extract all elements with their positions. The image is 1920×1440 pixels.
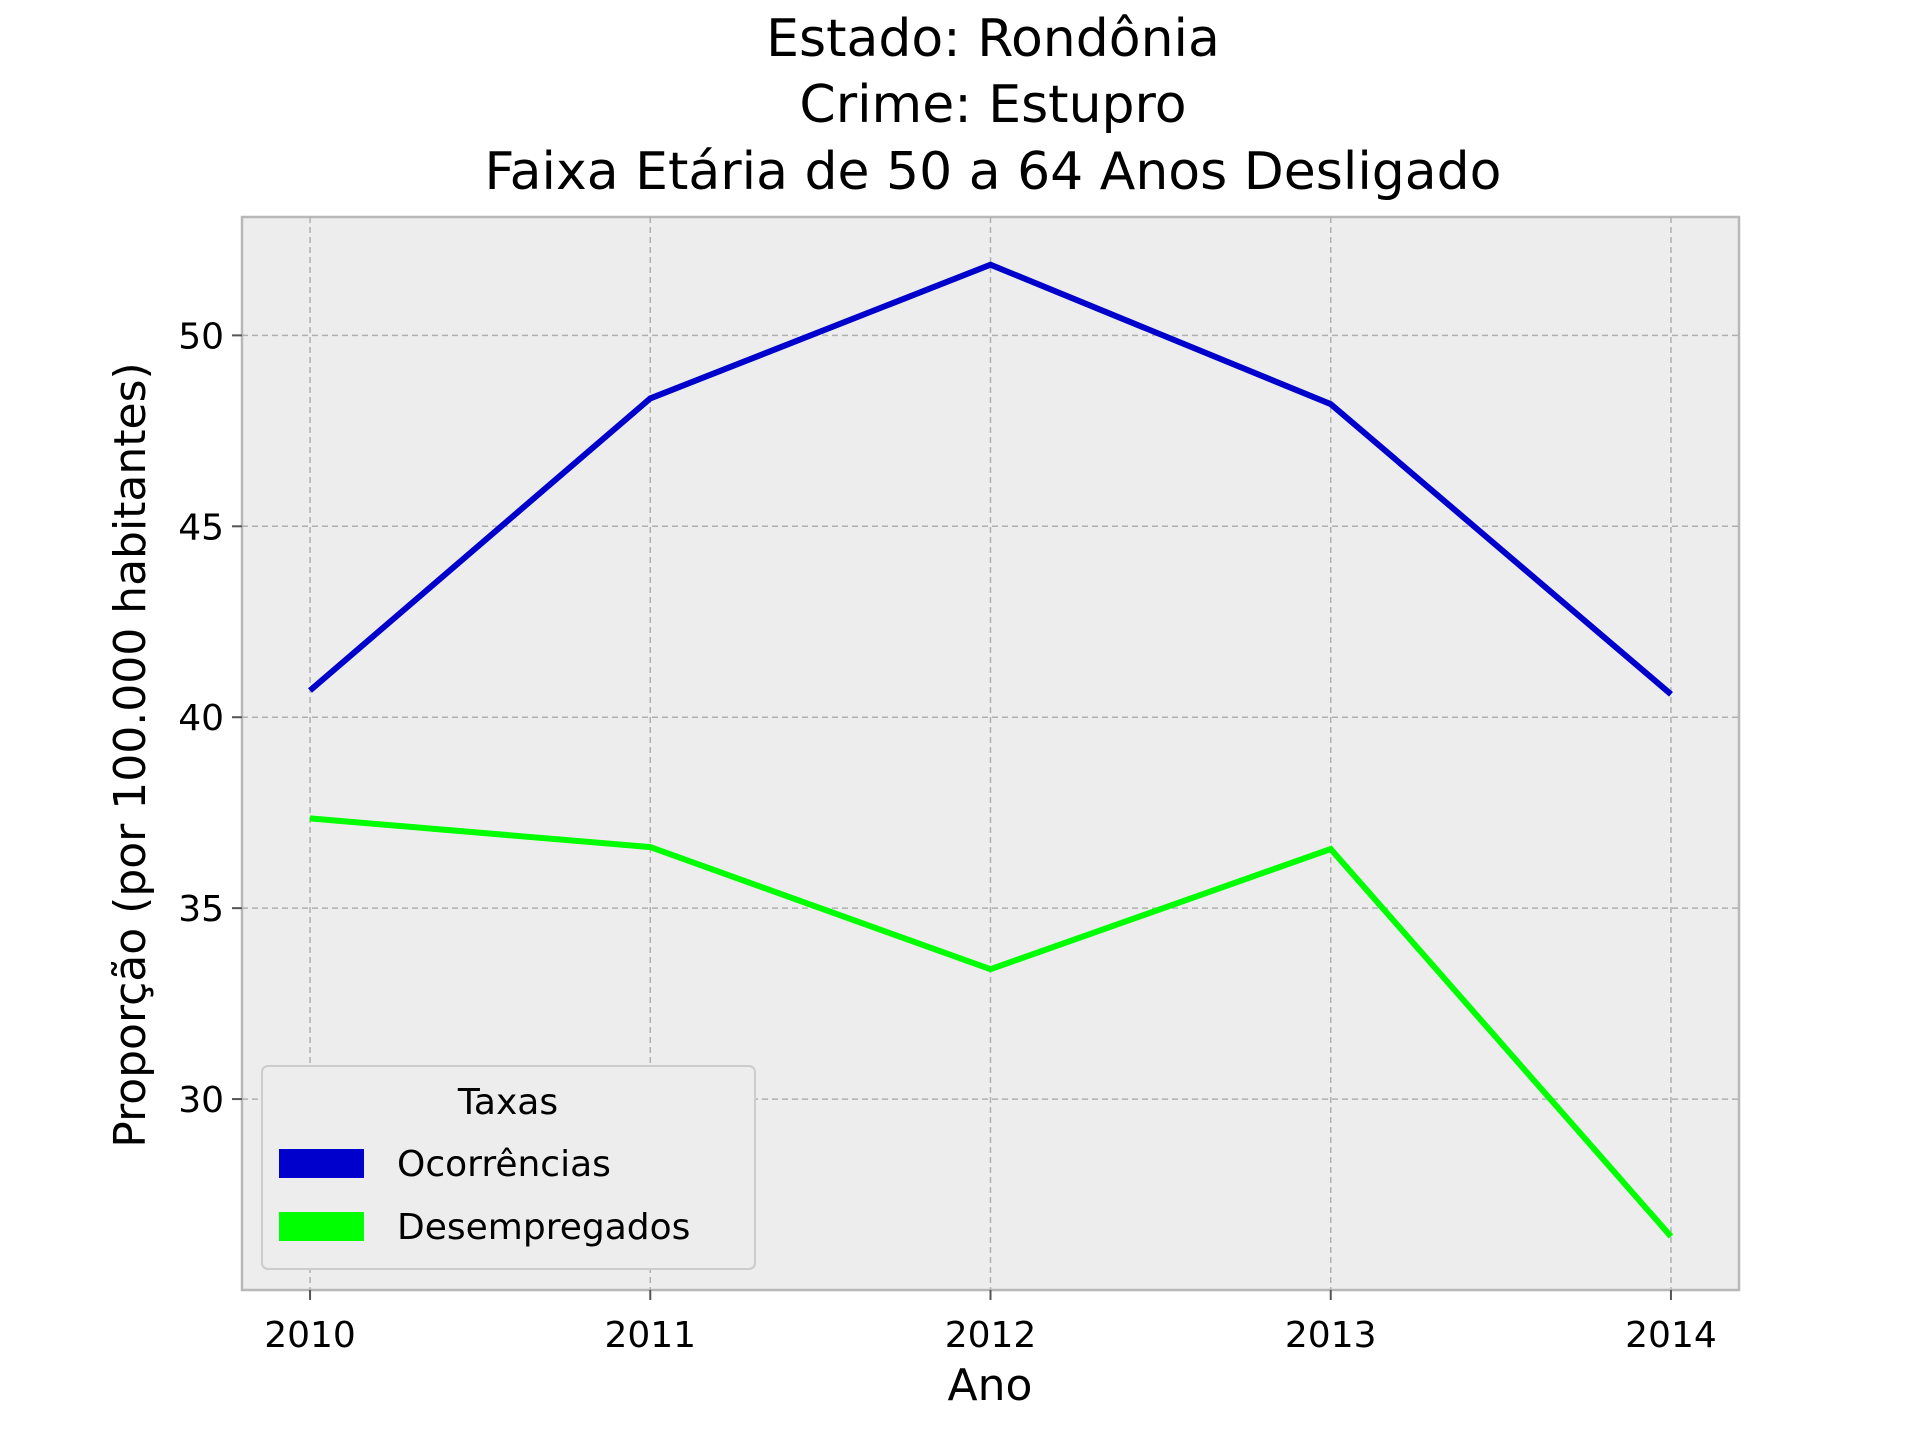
title-line-2: Crime: Estupro (799, 75, 1186, 135)
y-axis-label: Proporção (por 100.000 habitantes) (105, 362, 156, 1147)
x-axis-label: Ano (948, 1360, 1033, 1411)
legend-box (261, 1065, 756, 1270)
y-tick-label: 40 (178, 698, 224, 739)
legend-title: Taxas (457, 1082, 558, 1123)
y-tick-label: 30 (178, 1080, 224, 1121)
y-tick-label: 50 (178, 316, 224, 357)
x-tick-label: 2014 (1625, 1315, 1717, 1356)
legend-swatch-desempregados (279, 1212, 364, 1241)
legend-label-ocorrencias: Ocorrências (397, 1144, 611, 1185)
y-tick-label: 45 (178, 507, 224, 548)
chart-title: Estado: Rondônia Crime: Estupro Faixa Et… (485, 9, 1502, 202)
x-tick-label: 2013 (1285, 1315, 1377, 1356)
legend-swatch-ocorrencias (279, 1149, 364, 1178)
legend: Taxas Ocorrências Desempregados (261, 1065, 756, 1270)
x-axis-ticks: 2010 2011 2012 2013 2014 (264, 1290, 1717, 1356)
y-axis-ticks: 30 35 40 45 50 (178, 316, 242, 1121)
title-line-1: Estado: Rondônia (766, 9, 1220, 69)
x-tick-label: 2010 (264, 1315, 356, 1356)
x-tick-label: 2012 (945, 1315, 1037, 1356)
legend-label-desempregados: Desempregados (397, 1207, 690, 1248)
title-line-3: Faixa Etária de 50 a 64 Anos Desligado (485, 142, 1502, 202)
y-tick-label: 35 (178, 889, 224, 930)
series-lines (308, 261, 1674, 1239)
x-tick-label: 2011 (604, 1315, 696, 1356)
